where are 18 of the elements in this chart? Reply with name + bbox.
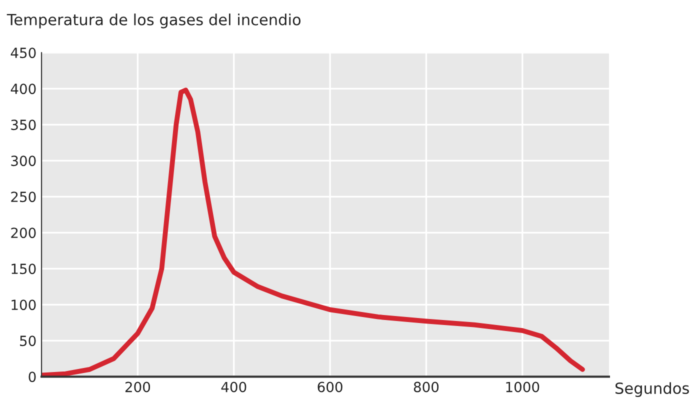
- x-tick-label: 600: [318, 382, 342, 392]
- x-tick-label: 200: [125, 382, 150, 392]
- y-tick-label: 350: [11, 120, 36, 130]
- y-tick-label: 50: [20, 336, 36, 346]
- y-tick-label: 250: [11, 192, 36, 202]
- x-axis-title: Segundos: [616, 382, 689, 397]
- y-tick-label: 100: [12, 300, 36, 310]
- chart-title: Temperatura de los gases del incendio: [6, 14, 301, 28]
- x-tick-label: 1000: [506, 382, 540, 392]
- y-tick-label: 0: [28, 372, 36, 382]
- x-tick-label: 800: [414, 382, 439, 392]
- y-tick-label: 150: [12, 264, 36, 274]
- y-tick-label: 200: [11, 228, 36, 238]
- y-tick-label: 450: [10, 48, 36, 58]
- y-tick-label: 400: [10, 84, 36, 94]
- x-tick-label: 400: [221, 382, 246, 392]
- y-tick-label: 300: [11, 156, 36, 166]
- line-series: [42, 88, 585, 377]
